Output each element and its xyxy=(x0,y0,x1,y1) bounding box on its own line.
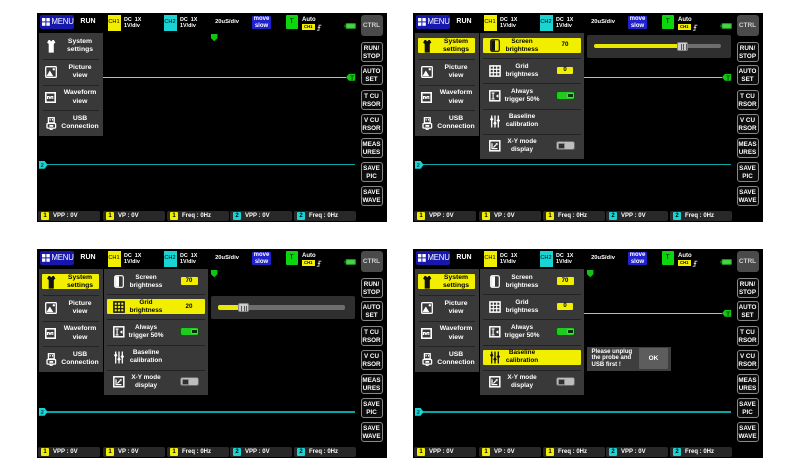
svg-text:2: 2 xyxy=(417,163,420,169)
svg-text:T: T xyxy=(726,75,730,82)
svg-text:2: 2 xyxy=(41,163,44,169)
svg-text:T: T xyxy=(350,75,354,82)
svg-text:2: 2 xyxy=(417,410,420,416)
svg-text:2: 2 xyxy=(41,410,44,416)
svg-text:T: T xyxy=(726,311,730,318)
